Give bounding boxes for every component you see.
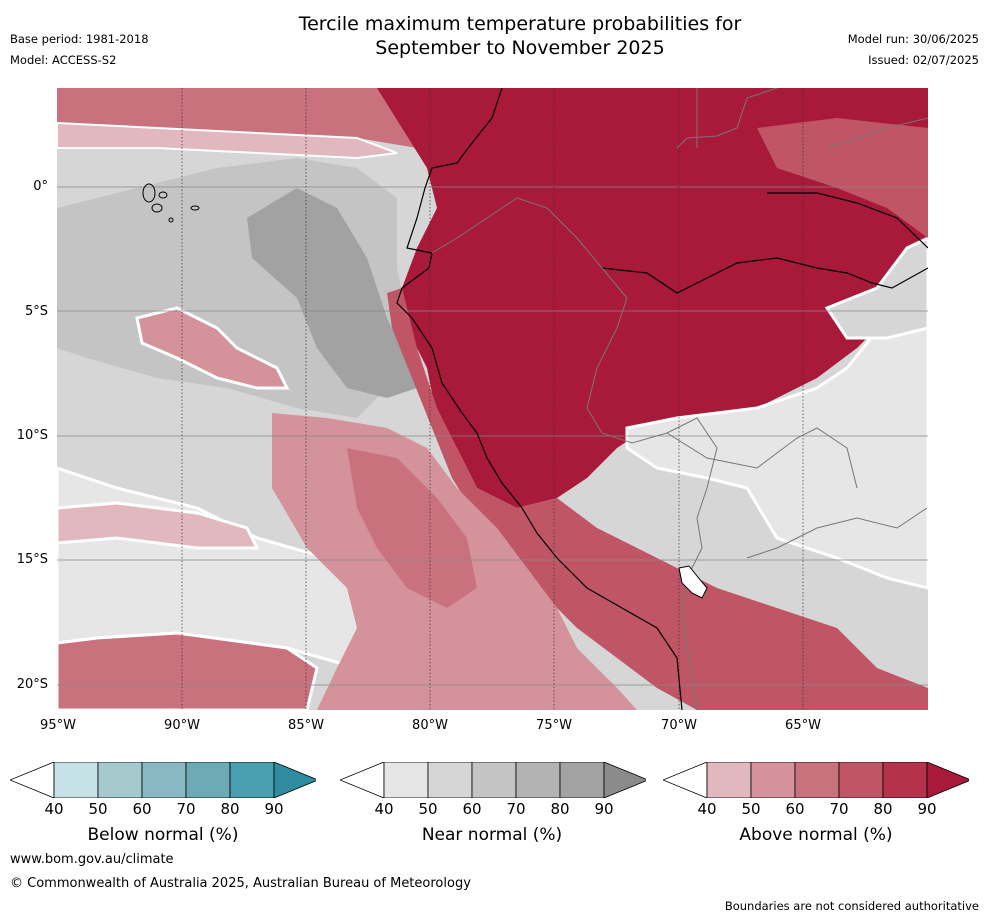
near-normal-ne-area: [824, 236, 928, 340]
colorbar-tick-label: 40: [697, 800, 717, 818]
colorbar-below-normal: 40 50 60 70 80 90 Below normal (%): [8, 761, 320, 852]
colorbar-segment: [427, 761, 473, 799]
colorbar-near-normal-label: Near normal (%): [421, 825, 563, 845]
colorbar-tick-label: 60: [785, 800, 805, 818]
colorbar-above-normal: 40 50 60 70 80 90 Above normal (%): [661, 761, 973, 852]
lon-label-90w: 90°W: [164, 718, 200, 733]
coastline: [396, 88, 683, 710]
river-line-north: [767, 192, 928, 249]
colorbar-tick-label: 70: [176, 800, 196, 818]
colorbar-tick-label: 90: [917, 800, 937, 818]
lat-label-0: 0°: [33, 179, 48, 194]
colorbar-tick-label: 50: [741, 800, 761, 818]
colorbar-near-normal-bar: [338, 761, 650, 799]
colorbar-segment: [383, 761, 429, 799]
base-period-text: Base period: 1981-2018: [10, 32, 149, 46]
lon-label-65w: 65°W: [785, 718, 821, 733]
colorbar-near-normal: 40 50 60 70 80 90 Near normal (%): [338, 761, 650, 852]
colorbar-tick-label: 90: [264, 800, 284, 818]
lon-label-85w: 85°W: [288, 718, 324, 733]
colorbar-extend-high: [603, 761, 650, 799]
colorbar-extend-high: [273, 761, 320, 799]
model-text: Model: ACCESS-S2: [10, 53, 117, 67]
colorbar-segment: [471, 761, 517, 799]
colorbar-tick-label: 80: [220, 800, 240, 818]
above-normal-west-patch: [57, 501, 260, 550]
title-line-1: Tercile maximum temperature probabilitie…: [298, 13, 742, 35]
footer-disclaimer: Boundaries are not considered authoritat…: [724, 899, 979, 913]
colorbar-tick-label: 60: [132, 800, 152, 818]
lon-label-70w: 70°W: [661, 718, 697, 733]
colorbar-tick-label: 90: [594, 800, 614, 818]
colorbar-above-normal-label: Above normal (%): [739, 825, 893, 845]
footer-url: www.bom.gov.au/climate: [10, 852, 174, 867]
colorbar-below-normal-label: Below normal (%): [87, 825, 239, 845]
chart-title: Tercile maximum temperature probabilitie…: [200, 12, 840, 60]
above-normal-sw-area: [57, 631, 319, 710]
colorbar-segment: [794, 761, 840, 799]
colorbar-tick-label: 70: [829, 800, 849, 818]
colorbar-tick-label: 50: [418, 800, 438, 818]
colorbar-extend-low: [338, 761, 385, 799]
colorbar-above-normal-bar: [661, 761, 973, 799]
above-normal-80-area: [387, 288, 928, 710]
country-border-2: [666, 88, 928, 559]
colorbar-segment: [185, 761, 231, 799]
river-line: [601, 257, 928, 294]
colorbar-tick-label: 80: [550, 800, 570, 818]
near-normal-high-area: [247, 188, 417, 398]
above-normal-ne-band: [757, 118, 928, 238]
colorbar-segment: [882, 761, 928, 799]
near-normal-east-area: [625, 296, 928, 590]
colorbar-extend-low: [661, 761, 708, 799]
above-normal-offshore-patch: [135, 306, 290, 390]
colorbar-tick-label: 80: [873, 800, 893, 818]
lat-label-20s: 20°S: [16, 677, 48, 692]
colorbar-segment: [706, 761, 752, 799]
colorbar-segment: [838, 761, 884, 799]
issued-text: Issued: 02/07/2025: [868, 53, 979, 67]
footer-copyright: © Commonwealth of Australia 2025, Austra…: [10, 876, 471, 891]
colorbar-segment: [229, 761, 275, 799]
probability-map: [57, 88, 928, 710]
colorbar-tick-label: 60: [462, 800, 482, 818]
colorbar-tick-label: 40: [374, 800, 394, 818]
colorbar-segment: [53, 761, 99, 799]
country-border: [431, 197, 718, 710]
lon-label-95w: 95°W: [40, 718, 76, 733]
above-normal-north-edge: [57, 121, 398, 160]
colorbar-segment: [750, 761, 796, 799]
model-run-text: Model run: 30/06/2025: [847, 32, 979, 46]
colorbar-extend-low: [8, 761, 55, 799]
lon-label-80w: 80°W: [412, 718, 448, 733]
galapagos-islands: [142, 183, 200, 223]
colorbar-extend-high: [926, 761, 973, 799]
colorbar-segment: [141, 761, 187, 799]
colorbar-segment: [97, 761, 143, 799]
meta-right: Model run: 30/06/2025 Issued: 02/07/2025: [848, 29, 979, 71]
lat-label-15s: 15°S: [16, 552, 48, 567]
colorbar-tick-label: 40: [44, 800, 64, 818]
above-normal-70-area: [347, 448, 477, 608]
title-line-2: September to November 2025: [375, 37, 665, 59]
lat-label-10s: 10°S: [16, 428, 48, 443]
lake-titicaca: [678, 565, 708, 599]
meta-left: Base period: 1981-2018 Model: ACCESS-S2: [10, 29, 149, 71]
colorbar-segment: [515, 761, 561, 799]
colorbar-segment: [559, 761, 605, 799]
lat-label-5s: 5°S: [24, 304, 48, 319]
colorbar-tick-label: 50: [88, 800, 108, 818]
colorbar-below-normal-bar: [8, 761, 320, 799]
lon-label-75w: 75°W: [536, 718, 572, 733]
colorbar-tick-label: 70: [506, 800, 526, 818]
